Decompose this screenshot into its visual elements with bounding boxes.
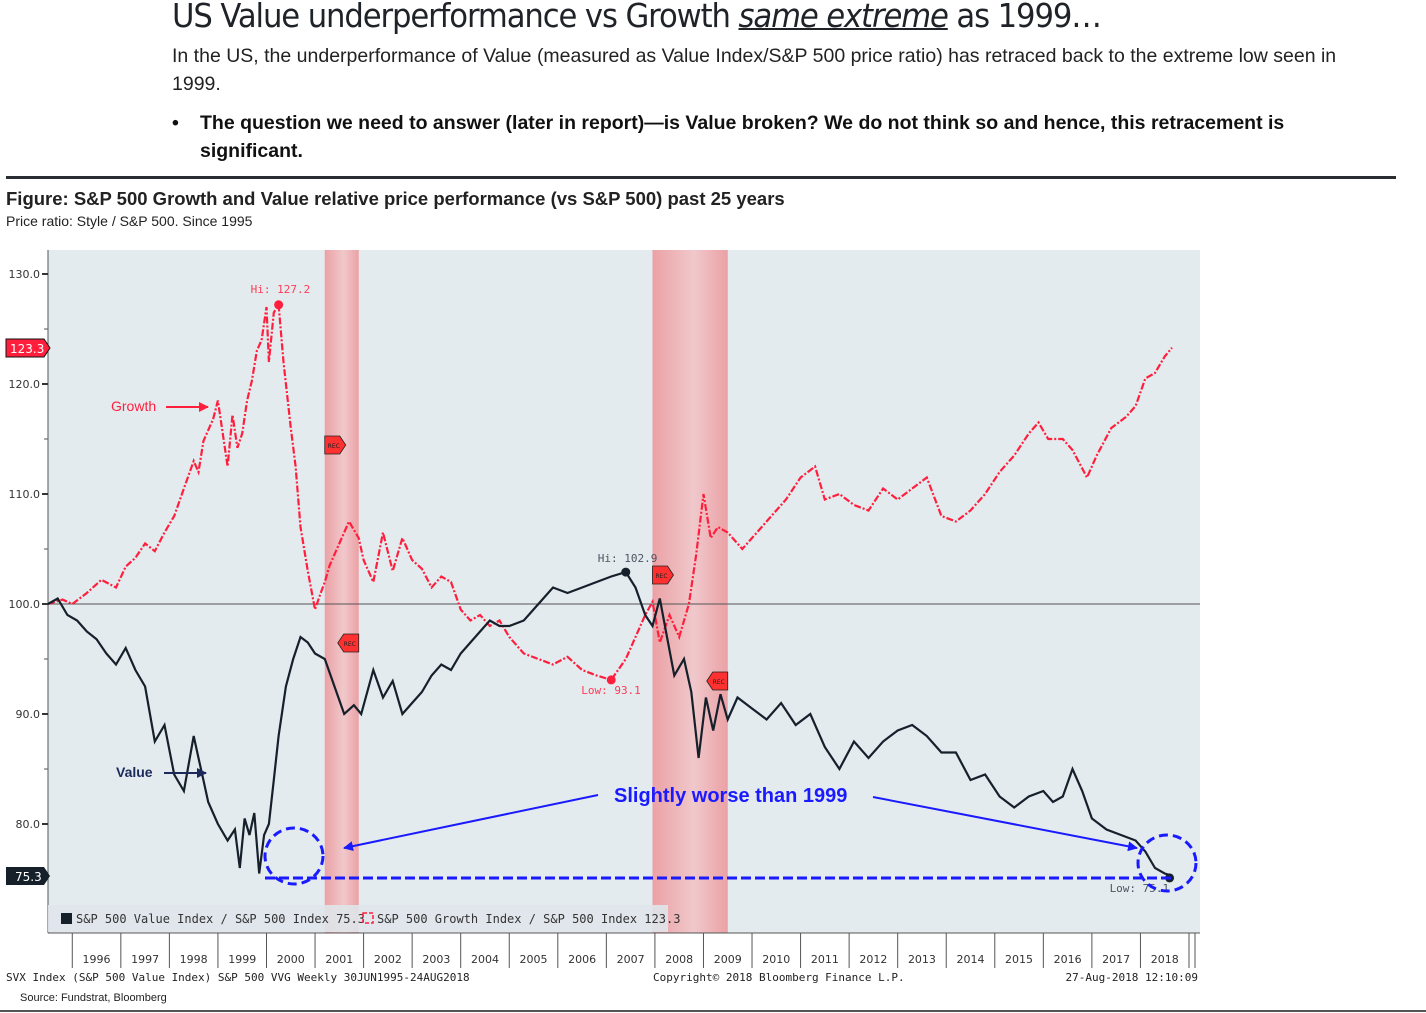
- footer-left: SVX Index (S&P 500 Value Index) S&P 500 …: [6, 971, 470, 984]
- extreme-point-marker: [621, 567, 631, 577]
- extreme-point-label: Low: 93.1: [581, 684, 641, 697]
- legend-box: [48, 905, 668, 932]
- svg-text:S&P 500 Value Index / S&P 500: S&P 500 Value Index / S&P 500 Index 75.3: [76, 912, 365, 926]
- arrow-to-2018: [872, 796, 1138, 852]
- x-tick-label: 2008: [665, 953, 693, 966]
- legend-item-value: S&P 500 Value Index / S&P 500 Index 75.3: [61, 912, 365, 926]
- figure-subtitle: Price ratio: Style / S&P 500. Since 1995: [6, 213, 253, 229]
- circle-2018-low: [1136, 833, 1198, 893]
- x-tick-label: 2002: [374, 953, 402, 966]
- svg-text:REC: REC: [328, 443, 340, 450]
- recession-flag: REC: [337, 633, 360, 653]
- bottom-divider: [0, 1010, 1426, 1012]
- value-series-line: [47, 570, 1173, 877]
- growth-label: Growth: [111, 398, 156, 414]
- extreme-point-marker: [606, 675, 616, 685]
- recession-band: [324, 250, 359, 933]
- y-tick-label: 100.0: [9, 598, 41, 611]
- y-tick-label: 110.0: [9, 488, 41, 501]
- growth-series-line: [47, 301, 1173, 682]
- x-tick-label: 2010: [762, 953, 790, 966]
- x-tick-label: 1998: [180, 953, 208, 966]
- extreme-point-marker: [274, 300, 284, 310]
- extreme-point-label: Low: 75.1: [1110, 882, 1170, 895]
- svg-text:75.3: 75.3: [15, 870, 42, 884]
- value-last-value-badge: 75.3: [6, 867, 50, 885]
- x-tick-label: 2007: [617, 953, 645, 966]
- x-tick-label: 2012: [859, 953, 887, 966]
- x-tick-label: 2015: [1005, 953, 1033, 966]
- svg-text:123.3: 123.3: [10, 342, 44, 356]
- x-tick-label: 1997: [131, 953, 159, 966]
- footer-right: 27-Aug-2018 12:10:09: [1066, 971, 1198, 984]
- title-emphasis: same extreme: [738, 0, 949, 35]
- svg-text:REC: REC: [655, 573, 667, 580]
- chart: 80.0 90.0 100.0 110.0 120.0 130.0 1996 1997 199…: [5, 250, 1200, 984]
- footer-center: Copyright© 2018 Bloomberg Finance L.P.: [653, 971, 905, 984]
- y-tick-label: 130.0: [9, 268, 41, 281]
- y-tick-label: 80.0: [16, 818, 41, 831]
- legend-swatch-value: [61, 913, 72, 924]
- value-label: Value: [116, 764, 153, 780]
- x-tick-label: 2014: [957, 953, 985, 966]
- legend-swatch-growth: [362, 912, 374, 924]
- x-tick-label: 1999: [228, 953, 256, 966]
- arrow-to-1999: [343, 794, 599, 852]
- x-tick-label: 2005: [520, 953, 548, 966]
- bullet-icon: •: [172, 112, 179, 134]
- x-tick-label: 2001: [325, 953, 353, 966]
- x-tick-label: 2009: [714, 953, 742, 966]
- intro-paragraph: In the US, the underperformance of Value…: [172, 45, 1337, 95]
- x-tick-label: 2006: [568, 953, 596, 966]
- annotation-slightly-worse: Slightly worse than 1999: [614, 785, 847, 807]
- recession-band: [652, 250, 728, 933]
- x-tick-label: 2018: [1151, 953, 1179, 966]
- growth-last-value-badge: 123.3: [5, 338, 51, 358]
- x-tick-label: 2011: [811, 953, 839, 966]
- recession-flag: REC: [324, 435, 347, 455]
- title-part: as 1999…: [947, 0, 1102, 35]
- circle-1999-low: [263, 826, 325, 886]
- source-note: Source: Fundstrat, Bloomberg: [20, 992, 167, 1004]
- figure-title: Figure: S&P 500 Growth and Value relativ…: [6, 188, 785, 209]
- page-title: US Value underperformance vs Growth same…: [172, 0, 1102, 35]
- title-part: US Value underperformance vs Growth: [172, 0, 739, 35]
- bullet-text: The question we need to answer (later in…: [200, 112, 1285, 162]
- plot-background: [48, 250, 1200, 933]
- legend-item-growth: S&P 500 Growth Index / S&P 500 Index 123…: [362, 912, 680, 926]
- recession-flag: REC: [706, 671, 729, 691]
- svg-text:S&P 500 Growth Index / S&P 500: S&P 500 Growth Index / S&P 500 Index 123…: [377, 912, 680, 926]
- extreme-point-label: Hi: 127.2: [251, 283, 311, 296]
- svg-text:REC: REC: [344, 641, 356, 648]
- svg-text:REC: REC: [713, 679, 725, 686]
- y-tick-label: 120.0: [9, 378, 41, 391]
- x-tick-label: 1996: [83, 953, 111, 966]
- x-tick-label: 2016: [1054, 953, 1082, 966]
- y-tick-label: 90.0: [16, 708, 41, 721]
- x-tick-label: 2004: [471, 953, 499, 966]
- extreme-point-label: Hi: 102.9: [598, 552, 658, 565]
- x-tick-label: 2013: [908, 953, 936, 966]
- x-tick-label: 2000: [277, 953, 305, 966]
- x-tick-label: 2017: [1102, 953, 1130, 966]
- section-divider: [6, 176, 1396, 179]
- x-tick-label: 2003: [422, 953, 450, 966]
- recession-flag: REC: [652, 565, 674, 585]
